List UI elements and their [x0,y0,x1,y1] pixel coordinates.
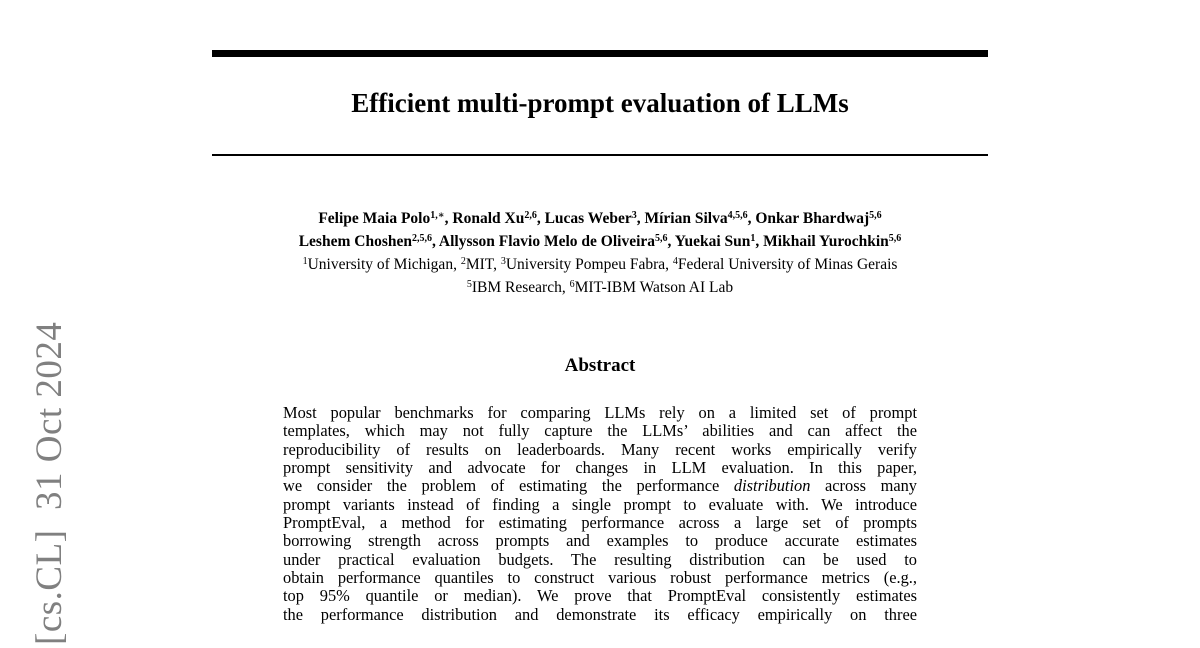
author-affiliation-mark: 5,6 [869,210,882,221]
author-name: Onkar Bhardwaj [755,210,870,227]
author-name: Yuekai Sun [674,233,751,250]
author-affiliation-mark: 2,5,6 [411,233,432,244]
affiliation-name: Federal University of Minas Gerais [677,256,898,273]
emphasized-text: distribution [733,476,811,496]
abstract-line: we consider the problem of estimating th… [283,477,917,495]
affiliations-line-2: 5IBM Research, 6MIT-IBM Watson AI Lab [150,276,1050,299]
author-name: Ronald Xu [452,210,525,227]
abstract-line: top 95% quantile or median). We prove th… [283,586,917,606]
abstract-line: prompt variants instead of finding a sin… [283,494,917,514]
author-name: Felipe Maia Polo [318,210,431,227]
affiliation-number: 1 [302,256,308,267]
authors-line-1: Felipe Maia Polo1,∗, Ronald Xu2,6, Lucas… [150,207,1050,230]
abstract-line: reproducibility of results on leaderboar… [283,439,917,459]
author-affiliation-mark: 4,5,6 [727,210,748,221]
abstract-line: PromptEval, a method for estimating perf… [283,513,917,533]
abstract-line: the performance distribution and demonst… [283,604,917,624]
author-name: Mírian Silva [644,210,728,227]
affiliations-line-1: 1University of Michigan, 2MIT, 3Universi… [150,253,1050,276]
abstract-line: Most popular benchmarks for comparing LL… [283,404,917,422]
author-name: Mikhail Yurochkin [763,233,889,250]
affiliation-name: University Pompeu Fabra [505,256,666,273]
affiliation-number: 5 [466,279,472,290]
title-rule [212,154,988,156]
top-rule [212,50,988,57]
affiliation-number: 2 [460,256,466,267]
abstract-line: obtain performance quantiles to construc… [283,568,917,588]
affiliation-name: MIT [465,256,494,273]
separator: , [431,233,439,250]
abstract-heading: Abstract [564,355,636,376]
separator: , [667,233,675,250]
separator: , [755,233,764,250]
author-affiliation-mark: 5,6 [655,233,668,244]
authors-line-2: Leshem Choshen2,5,6, Allysson Flavio Mel… [150,230,1050,253]
text-fragment: across many [810,476,917,496]
abstract-body: Most popular benchmarks for comparing LL… [283,404,917,648]
text-fragment: we consider the problem of estimating th… [283,476,734,496]
paper-title: Efficient multi-prompt evaluation of LLM… [351,88,849,118]
affiliation-number: 6 [569,279,575,290]
abstract-line: templates, which may not fully capture t… [283,421,917,441]
author-block: Felipe Maia Polo1,∗, Ronald Xu2,6, Lucas… [150,207,1050,299]
author-name: Leshem Choshen [298,233,412,250]
separator: , [493,256,501,273]
abstract-line: prompt sensitivity and advocate for chan… [283,458,917,478]
separator: , [444,210,453,227]
author-name: Lucas Weber [544,210,632,227]
abstract-line: under practical evaluation budgets. The … [283,549,917,569]
separator: , [665,256,673,273]
separator: , [453,256,461,273]
author-affiliation-mark: 1 [750,233,756,244]
author-affiliation-mark: 3 [631,210,637,221]
separator: , [636,210,645,227]
author-name: Allysson Flavio Melo de Oliveira [438,233,656,250]
affiliation-number: 4 [672,256,678,267]
affiliation-name: MIT-IBM Watson AI Lab [574,279,734,296]
author-affiliation-mark: 1,∗ [430,210,445,221]
separator: , [536,210,545,227]
affiliation-name: University of Michigan [307,256,454,273]
affiliation-name: IBM Research [471,279,562,296]
author-affiliation-mark: 5,6 [888,233,902,244]
affiliation-number: 3 [500,256,506,267]
separator: , [561,279,570,296]
author-affiliation-mark: 2,6 [524,210,537,221]
abstract-line: borrowing strength across prompts and ex… [283,531,917,551]
separator: , [747,210,756,227]
arxiv-stamp: [cs.CL] 31 Oct 2024 [29,321,70,645]
